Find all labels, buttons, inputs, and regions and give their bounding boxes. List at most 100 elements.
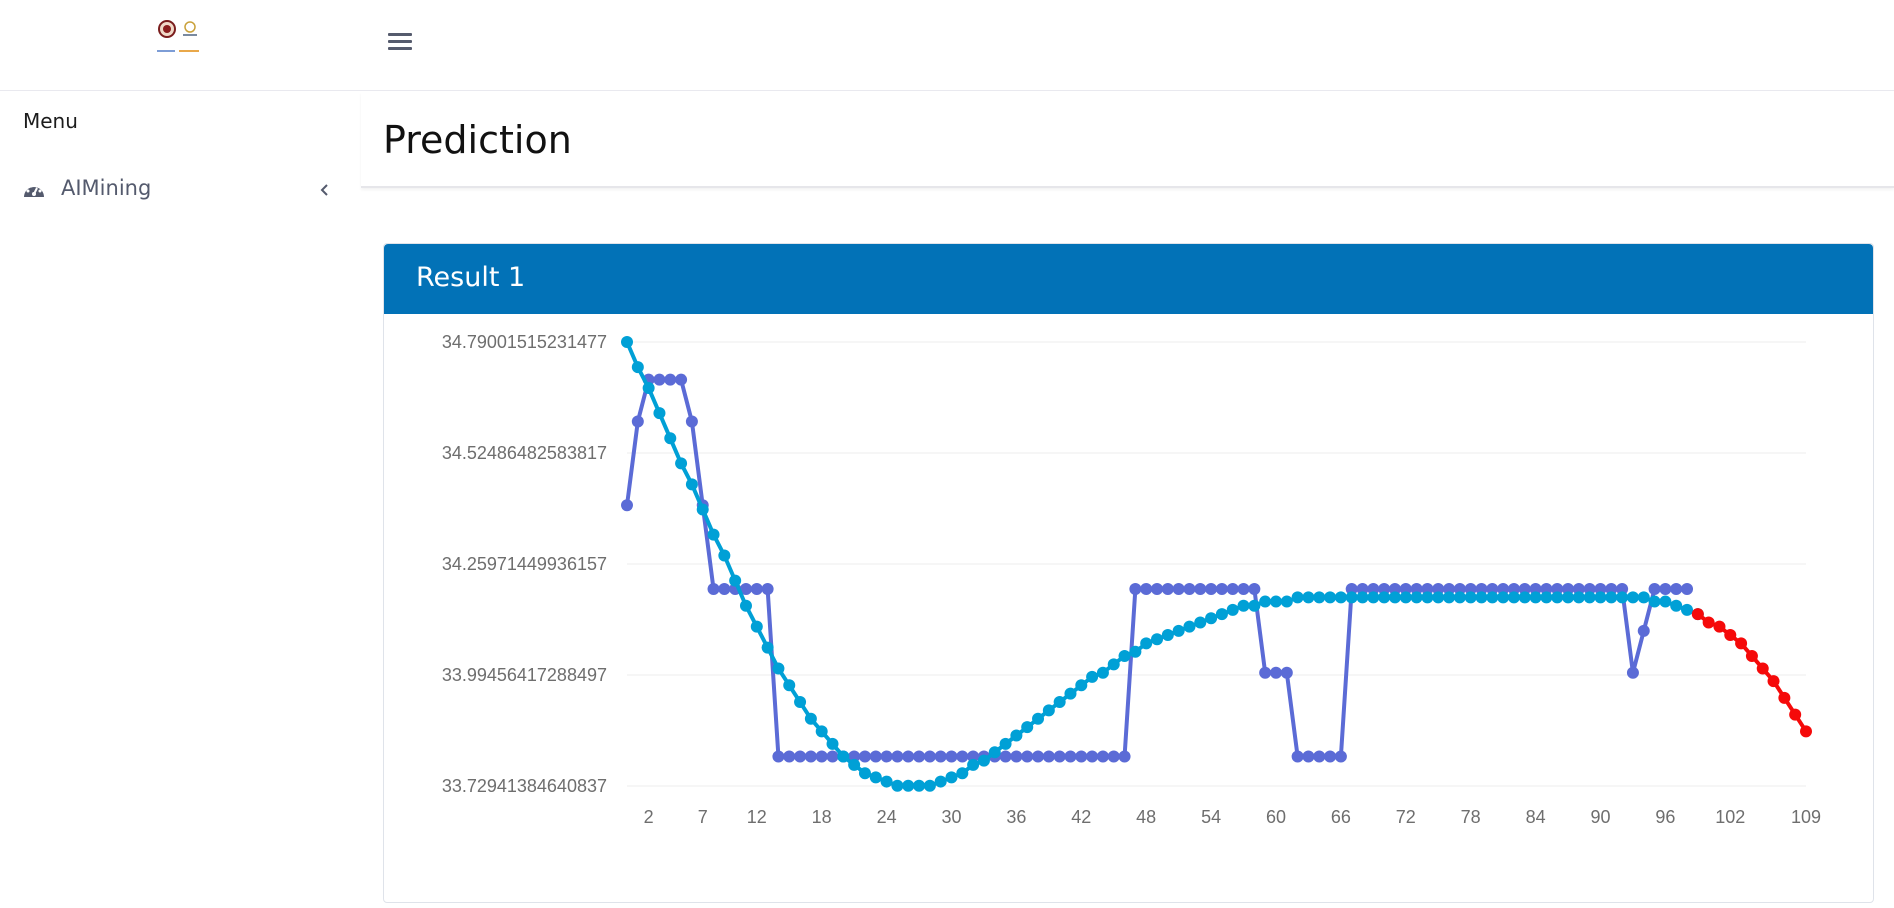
series-point-0 bbox=[1215, 582, 1228, 595]
series-point-1 bbox=[804, 712, 817, 725]
series-point-0 bbox=[826, 750, 839, 763]
series-point-1 bbox=[1453, 591, 1466, 604]
series-point-1 bbox=[1572, 591, 1585, 604]
series-point-1 bbox=[1215, 608, 1228, 621]
series-point-1 bbox=[1594, 591, 1607, 604]
top-bar bbox=[0, 0, 1894, 91]
series-point-0 bbox=[1118, 750, 1131, 763]
institution-logos[interactable] bbox=[155, 18, 205, 58]
series-point-0 bbox=[1659, 582, 1672, 595]
series-point-0 bbox=[1129, 582, 1142, 595]
series-point-1 bbox=[1367, 591, 1380, 604]
series-point-1 bbox=[1540, 591, 1553, 604]
series-point-1 bbox=[1042, 704, 1055, 717]
series-point-0 bbox=[1345, 582, 1358, 595]
series-point-1 bbox=[967, 758, 980, 771]
series-point-0 bbox=[956, 750, 969, 763]
series-point-1 bbox=[956, 767, 969, 780]
series-point-1 bbox=[913, 779, 926, 792]
series-point-1 bbox=[923, 779, 936, 792]
series-point-1 bbox=[696, 503, 709, 516]
series-point-0 bbox=[1637, 624, 1650, 637]
series-point-0 bbox=[1399, 582, 1412, 595]
series-point-0 bbox=[1183, 582, 1196, 595]
series-point-0 bbox=[891, 750, 904, 763]
series-point-0 bbox=[1151, 582, 1164, 595]
series-point-0 bbox=[880, 750, 893, 763]
result-card: Result 1 34.79001515231477 34.52486482583… bbox=[383, 243, 1874, 903]
sidebar-item-label: AIMining bbox=[61, 176, 152, 200]
series-point-0 bbox=[1572, 582, 1585, 595]
series-point-1 bbox=[999, 737, 1012, 750]
series-point-1 bbox=[1205, 612, 1218, 625]
series-point-1 bbox=[891, 779, 904, 792]
series-point-1 bbox=[1378, 591, 1391, 604]
x-tick-label: 60 bbox=[1266, 807, 1286, 827]
series-point-0 bbox=[1388, 582, 1401, 595]
series-point-1 bbox=[1334, 591, 1347, 604]
series-point-1 bbox=[1140, 637, 1153, 650]
series-point-0 bbox=[1302, 750, 1315, 763]
y-tick-label: 33.99456417288497 bbox=[442, 665, 607, 685]
series-point-1 bbox=[1194, 616, 1207, 629]
series-point-0 bbox=[848, 750, 861, 763]
series-point-0 bbox=[858, 750, 871, 763]
series-point-1 bbox=[685, 478, 698, 491]
series-point-1 bbox=[945, 771, 958, 784]
series-point-0 bbox=[1443, 582, 1456, 595]
series-point-1 bbox=[1237, 599, 1250, 612]
card-title: Result 1 bbox=[416, 262, 526, 293]
series-point-1 bbox=[1064, 687, 1077, 700]
series-point-0 bbox=[1507, 582, 1520, 595]
series-point-0 bbox=[685, 415, 698, 428]
series-point-0 bbox=[1205, 582, 1218, 595]
series-point-0 bbox=[1475, 582, 1488, 595]
series-point-0 bbox=[869, 750, 882, 763]
series-point-1 bbox=[1681, 603, 1694, 616]
series-point-0 bbox=[1053, 750, 1066, 763]
series-point-1 bbox=[1075, 679, 1088, 692]
x-tick-label: 90 bbox=[1590, 807, 1610, 827]
series-line-0 bbox=[625, 377, 1688, 759]
hamburger-menu-icon[interactable] bbox=[388, 33, 412, 55]
page-header: Prediction bbox=[361, 92, 1894, 188]
sidebar-item-aimining[interactable]: AIMining bbox=[22, 174, 340, 208]
series-point-2 bbox=[1789, 708, 1802, 721]
series-point-0 bbox=[1064, 750, 1077, 763]
x-tick-label: 7 bbox=[698, 807, 708, 827]
series-point-1 bbox=[1107, 658, 1120, 671]
series-point-0 bbox=[1021, 750, 1034, 763]
series-point-1 bbox=[761, 641, 774, 654]
series-point-1 bbox=[642, 382, 655, 395]
prediction-chart: 34.79001515231477 34.52486482583817 34.259… bbox=[384, 314, 1873, 904]
series-point-1 bbox=[783, 679, 796, 692]
series-point-0 bbox=[1378, 582, 1391, 595]
series-point-0 bbox=[815, 750, 828, 763]
series-point-0 bbox=[1551, 582, 1564, 595]
series-point-1 bbox=[1670, 599, 1683, 612]
series-point-0 bbox=[934, 750, 947, 763]
series-point-0 bbox=[1010, 750, 1023, 763]
x-tick-label: 78 bbox=[1461, 807, 1481, 827]
series-point-1 bbox=[1280, 595, 1293, 608]
dashboard-gauge-icon bbox=[22, 180, 46, 200]
series-point-1 bbox=[1302, 591, 1315, 604]
series-point-1 bbox=[1032, 712, 1045, 725]
series-point-1 bbox=[1388, 591, 1401, 604]
series-point-1 bbox=[1291, 591, 1304, 604]
series-point-1 bbox=[1151, 633, 1164, 646]
series-point-1 bbox=[815, 725, 828, 738]
series-point-1 bbox=[631, 361, 644, 374]
series-point-2 bbox=[1702, 616, 1715, 629]
series-point-1 bbox=[869, 771, 882, 784]
series-point-1 bbox=[653, 407, 666, 420]
series-point-0 bbox=[1497, 582, 1510, 595]
x-tick-label: 96 bbox=[1655, 807, 1675, 827]
y-tick-label: 33.72941384640837 bbox=[442, 776, 607, 796]
series-point-1 bbox=[1497, 591, 1510, 604]
series-point-1 bbox=[750, 620, 763, 633]
series-point-1 bbox=[1086, 670, 1099, 683]
series-point-0 bbox=[1291, 750, 1304, 763]
x-tick-label: 66 bbox=[1331, 807, 1351, 827]
series-point-0 bbox=[1356, 582, 1369, 595]
